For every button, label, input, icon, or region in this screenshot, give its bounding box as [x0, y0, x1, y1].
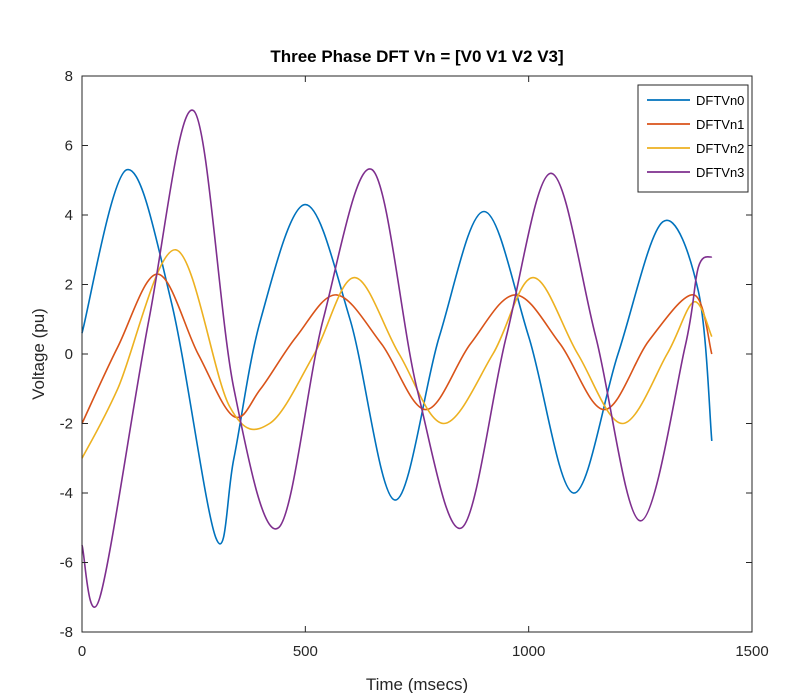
series-line-dftvn1: [81, 273, 713, 424]
x-tick-label: 1500: [735, 643, 768, 660]
tick-layer: 0 500 1000 1500 -8 -6 -4 -2 0 2 4 6 8: [60, 68, 769, 660]
x-tick-label: 0: [78, 643, 86, 660]
legend-label-dftvn3: DFTVn3: [696, 165, 744, 180]
y-tick-label: -8: [60, 624, 73, 641]
series-layer: [81, 109, 713, 608]
legend: DFTVn0 DFTVn1 DFTVn2 DFTVn3: [637, 84, 749, 193]
series-line-dftvn2: [81, 249, 713, 459]
legend-label-dftvn1: DFTVn1: [696, 117, 744, 132]
legend-box: [637, 84, 749, 193]
series-line-dftvn3: [81, 109, 713, 608]
x-tick-label: 1000: [512, 643, 545, 660]
x-tick-label: 500: [293, 643, 318, 660]
y-tick-label: -2: [60, 416, 73, 433]
y-tick-label: 6: [65, 138, 73, 155]
y-tick-label: 2: [65, 277, 73, 294]
y-tick-label: -4: [60, 485, 73, 502]
legend-label-dftvn2: DFTVn2: [696, 141, 744, 156]
chart-title: Three Phase DFT Vn = [V0 V1 V2 V3]: [270, 47, 563, 66]
series-line-dftvn0: [81, 168, 713, 545]
y-tick-label: 0: [65, 346, 73, 363]
y-tick-label: -6: [60, 555, 73, 572]
legend-label-dftvn0: DFTVn0: [696, 93, 744, 108]
y-axis-title: Voltage (pu): [29, 308, 48, 400]
y-tick-label: 4: [65, 207, 73, 224]
x-axis-title: Time (msecs): [366, 675, 468, 693]
y-tick-label: 8: [65, 68, 73, 85]
